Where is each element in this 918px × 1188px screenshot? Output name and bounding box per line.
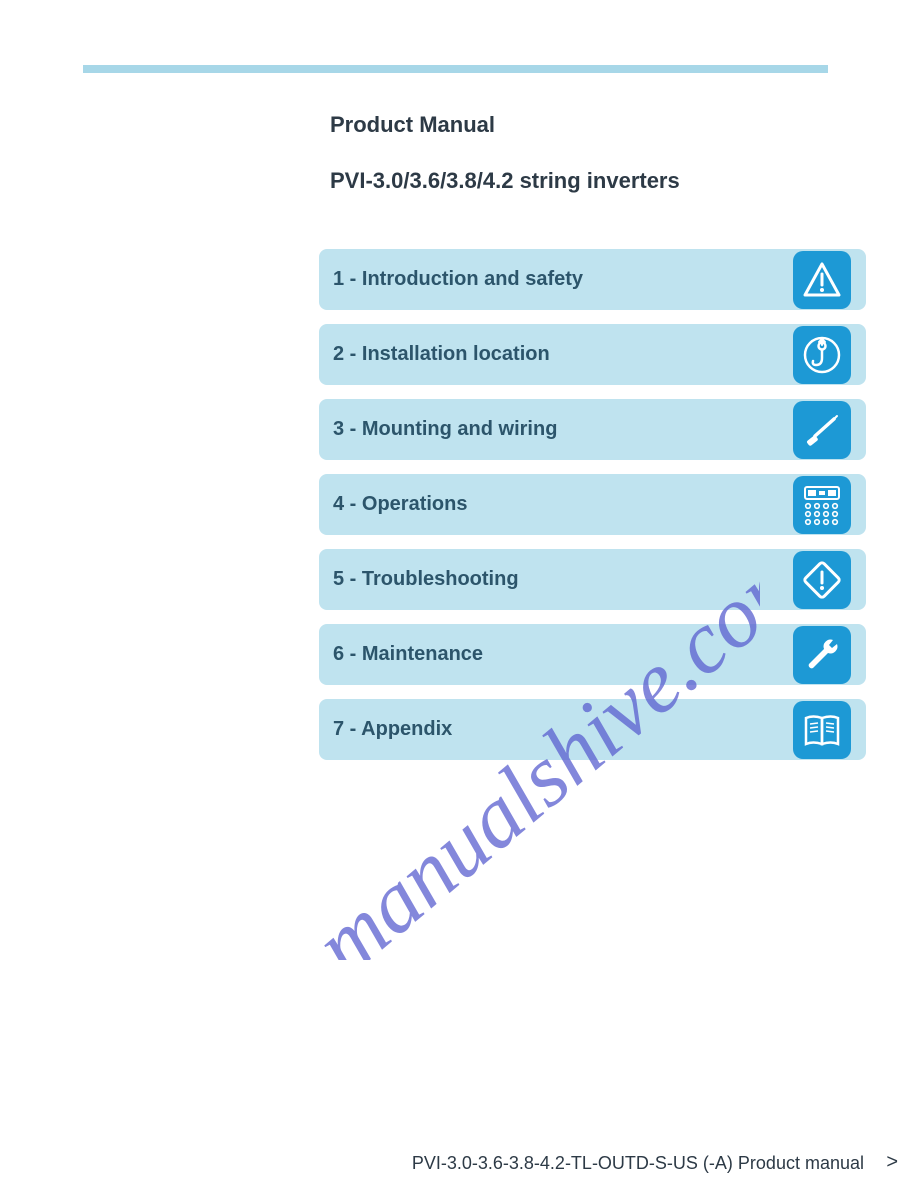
diamond-alert-icon (793, 551, 851, 609)
document-subtitle: PVI-3.0/3.6/3.8/4.2 string inverters (330, 168, 680, 194)
hook-icon (793, 326, 851, 384)
footer-line: PVI-3.0-3.6-3.8-4.2-TL-OUTD-S-US (-A) Pr… (412, 1153, 864, 1174)
toc-bar: 3 - Mounting and wiring (319, 399, 866, 460)
toc-label: 4 - Operations (333, 493, 467, 516)
table-of-contents: 1 - Introduction and safety 2 - Installa… (319, 249, 866, 774)
wrench-icon (793, 626, 851, 684)
toc-item-operations[interactable]: 4 - Operations (319, 474, 866, 535)
calculator-icon (793, 476, 851, 534)
toc-label: 7 - Appendix (333, 718, 452, 741)
toc-label: 1 - Introduction and safety (333, 268, 583, 291)
toc-item-mounting[interactable]: 3 - Mounting and wiring (319, 399, 866, 460)
toc-label: 6 - Maintenance (333, 643, 483, 666)
toc-item-introduction[interactable]: 1 - Introduction and safety (319, 249, 866, 310)
toc-bar: 7 - Appendix (319, 699, 866, 760)
toc-bar: 5 - Troubleshooting (319, 549, 866, 610)
title-block: Product Manual PVI-3.0/3.6/3.8/4.2 strin… (330, 112, 680, 194)
warning-icon (793, 251, 851, 309)
screwdriver-icon (793, 401, 851, 459)
toc-bar: 4 - Operations (319, 474, 866, 535)
top-rule (83, 65, 828, 73)
toc-item-maintenance[interactable]: 6 - Maintenance (319, 624, 866, 685)
toc-bar: 6 - Maintenance (319, 624, 866, 685)
toc-item-troubleshooting[interactable]: 5 - Troubleshooting (319, 549, 866, 610)
toc-bar: 2 - Installation location (319, 324, 866, 385)
toc-bar: 1 - Introduction and safety (319, 249, 866, 310)
toc-label: 2 - Installation location (333, 343, 550, 366)
toc-label: 3 - Mounting and wiring (333, 418, 557, 441)
document-title: Product Manual (330, 112, 680, 138)
toc-item-installation[interactable]: 2 - Installation location (319, 324, 866, 385)
page-number: > (886, 1151, 898, 1174)
toc-item-appendix[interactable]: 7 - Appendix (319, 699, 866, 760)
toc-label: 5 - Troubleshooting (333, 568, 519, 591)
book-icon (793, 701, 851, 759)
